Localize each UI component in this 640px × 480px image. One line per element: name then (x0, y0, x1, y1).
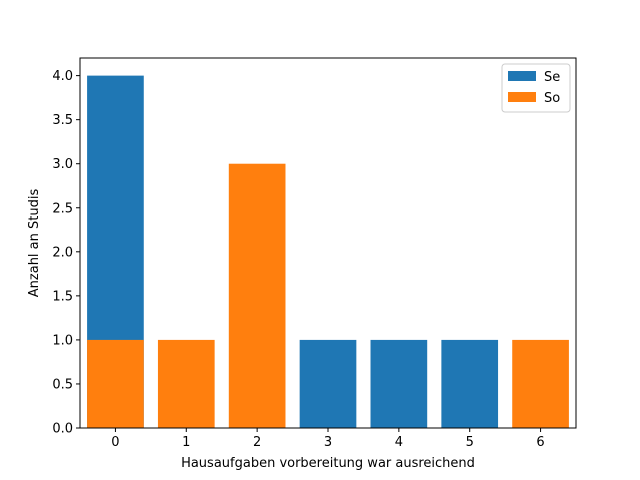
ticks-layer: 0.0 0.5 1.0 1.5 2.0 2.5 3.0 3.5 4.0 0 1 2 3 4 5 6 (52, 69, 544, 450)
bar-so-1 (157, 339, 215, 428)
bar-so-0 (87, 339, 144, 428)
bar-se-5 (441, 339, 499, 428)
x-tick-label: 4 (395, 435, 403, 450)
y-axis-label: Anzahl an Studis (27, 189, 42, 298)
bar-so-6 (512, 339, 569, 428)
y-tick-label: 2.5 (52, 201, 73, 216)
y-tick-label: 1.5 (52, 289, 73, 304)
bar-se-4 (370, 339, 428, 428)
y-tick-label: 0.5 (52, 377, 73, 392)
y-tick-label: 3.0 (52, 157, 73, 172)
legend: Se So (501, 63, 571, 113)
legend-swatch-so (508, 92, 536, 102)
bar-se-3 (299, 339, 357, 428)
y-tick-label: 2.0 (52, 245, 73, 260)
y-tick-label: 4.0 (52, 69, 73, 84)
x-tick-label: 0 (111, 435, 119, 450)
y-tick-label: 1.0 (52, 333, 73, 348)
legend-label-so: So (544, 91, 560, 106)
bar-so-2 (228, 163, 286, 428)
x-tick-label: 5 (466, 435, 474, 450)
legend-swatch-se (508, 71, 536, 81)
x-tick-label: 3 (324, 435, 332, 450)
legend-label-se: Se (544, 70, 560, 85)
x-tick-label: 6 (536, 435, 544, 450)
x-tick-label: 2 (253, 435, 261, 450)
x-tick-label: 1 (182, 435, 190, 450)
bars-layer (87, 75, 569, 428)
y-tick-label: 0.0 (52, 422, 73, 437)
y-tick-label: 3.5 (52, 113, 73, 128)
plot-frame (79, 57, 577, 429)
x-axis-label: Hausaufgaben vorbereitung war ausreichen… (181, 456, 475, 471)
